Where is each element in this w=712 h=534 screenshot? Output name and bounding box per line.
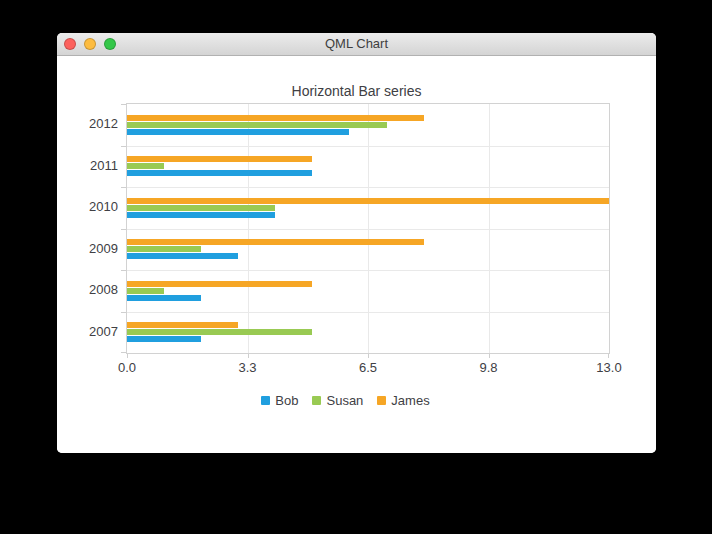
plot-area xyxy=(126,103,610,354)
y-axis-category-label: 2012 xyxy=(57,103,118,145)
x-axis-tick-label: 9.8 xyxy=(479,360,497,375)
x-axis-labels: 0.03.36.59.813.0 xyxy=(127,360,609,376)
bar-susan-2007 xyxy=(127,329,312,335)
x-axis-tick xyxy=(608,354,609,358)
y-axis-tick xyxy=(121,312,126,313)
bar-james-2010 xyxy=(127,198,609,204)
x-axis-tick xyxy=(248,354,249,358)
bar-james-2009 xyxy=(127,239,424,245)
bar-bob-2011 xyxy=(127,170,312,176)
legend-marker-james xyxy=(377,396,386,405)
x-axis-tick xyxy=(489,354,490,358)
bar-james-2007 xyxy=(127,322,238,328)
legend-item-james: James xyxy=(377,393,429,408)
y-axis-tick xyxy=(121,104,126,105)
bar-susan-2012 xyxy=(127,122,387,128)
legend-marker-susan xyxy=(312,396,321,405)
window-title: QML Chart xyxy=(57,33,656,55)
gridline-horizontal xyxy=(127,312,609,313)
y-axis-tick xyxy=(121,187,126,188)
y-axis-tick xyxy=(121,270,126,271)
bar-bob-2009 xyxy=(127,253,238,259)
y-axis-category-label: 2011 xyxy=(57,145,118,187)
desktop-background: { "window": { "title": "QML Chart", "tra… xyxy=(0,0,712,534)
legend: Bob Susan James xyxy=(57,393,645,408)
y-axis-labels: 201220112010200920082007 xyxy=(57,103,118,354)
legend-label: James xyxy=(391,393,429,408)
gridline-horizontal xyxy=(127,270,609,271)
x-axis-tick-label: 3.3 xyxy=(238,360,256,375)
x-axis-tick xyxy=(368,354,369,358)
y-axis-tick xyxy=(121,146,126,147)
x-axis-tick-label: 6.5 xyxy=(359,360,377,375)
gridline-horizontal xyxy=(127,187,609,188)
x-axis-tick xyxy=(127,354,128,358)
bar-james-2011 xyxy=(127,156,312,162)
bar-james-2012 xyxy=(127,115,424,121)
bar-susan-2009 xyxy=(127,246,201,252)
x-axis-tick-label: 13.0 xyxy=(596,360,621,375)
window-titlebar[interactable]: QML Chart xyxy=(57,33,656,56)
y-axis-category-label: 2009 xyxy=(57,228,118,270)
bar-susan-2010 xyxy=(127,205,275,211)
legend-item-bob: Bob xyxy=(261,393,298,408)
bar-susan-2011 xyxy=(127,163,164,169)
x-axis-tick-label: 0.0 xyxy=(118,360,136,375)
bar-bob-2008 xyxy=(127,295,201,301)
y-axis-category-label: 2008 xyxy=(57,269,118,311)
legend-label: Susan xyxy=(326,393,363,408)
y-axis-tick xyxy=(121,352,126,353)
app-window: QML Chart Horizontal Bar series 20122011… xyxy=(57,33,656,453)
chart-title: Horizontal Bar series xyxy=(57,83,656,99)
y-axis-tick xyxy=(121,229,126,230)
y-axis-category-label: 2007 xyxy=(57,311,118,353)
bar-susan-2008 xyxy=(127,288,164,294)
y-axis-category-label: 2010 xyxy=(57,186,118,228)
legend-item-susan: Susan xyxy=(312,393,363,408)
bar-james-2008 xyxy=(127,281,312,287)
bar-bob-2010 xyxy=(127,212,275,218)
bar-bob-2007 xyxy=(127,336,201,342)
chart: Horizontal Bar series 201220112010200920… xyxy=(57,56,656,453)
gridline-horizontal xyxy=(127,146,609,147)
legend-label: Bob xyxy=(275,393,298,408)
legend-marker-bob xyxy=(261,396,270,405)
bar-bob-2012 xyxy=(127,129,349,135)
gridline-horizontal xyxy=(127,229,609,230)
